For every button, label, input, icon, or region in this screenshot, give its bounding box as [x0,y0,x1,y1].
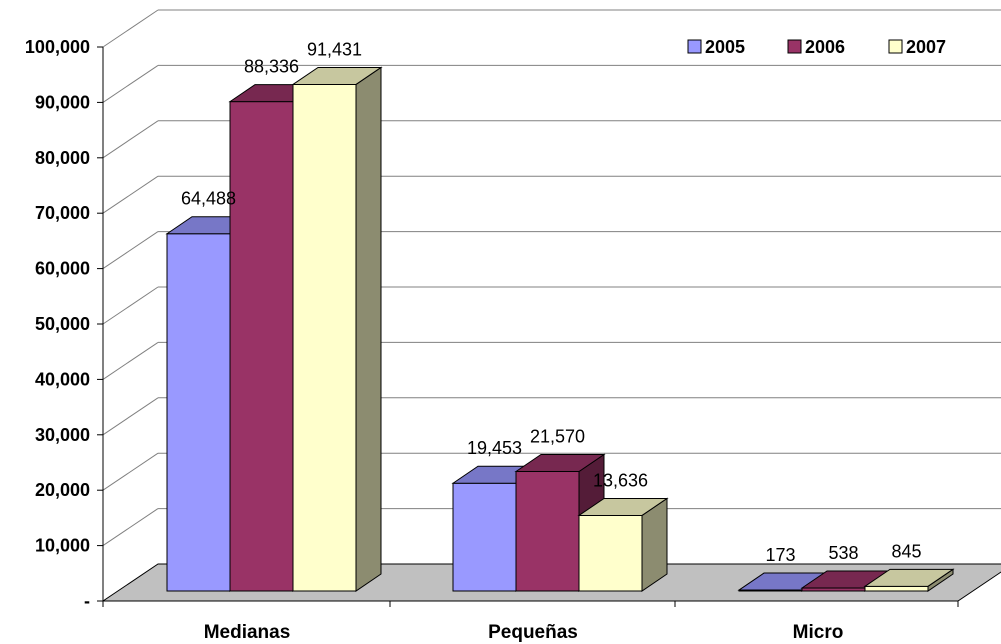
data-label: 64,488 [181,189,236,209]
legend: 2005 2006 2007 [687,37,946,57]
bar-front [166,233,231,592]
y-tick-label: 100,000 [25,37,90,57]
bar-front [452,482,517,592]
legend-swatch [787,39,802,54]
data-labels-layer: 64,488 88,336 91,431 19,453 21,570 13,636 173 5… [181,39,922,565]
data-label: 173 [765,545,795,565]
bar-top [863,568,955,587]
gridline-wall [102,231,159,270]
gridline-wall [102,9,159,48]
gridline-wall [102,175,159,214]
legend-swatch [888,39,903,54]
gridline-wall [102,397,159,436]
bar-front [578,514,643,592]
axes-layer: - 10,000 20,000 30,000 40,000 50,000 60,000 70,… [25,37,959,643]
gridline-wall [102,452,159,491]
bar-front [292,83,357,592]
data-label: 88,336 [244,57,299,77]
legend-label: 2006 [805,37,845,57]
data-label: 21,570 [530,427,585,447]
data-label: 845 [891,541,921,561]
y-tick-label: 60,000 [35,259,90,279]
y-tick-label: 40,000 [35,369,90,389]
category-label: Pequeñas [488,622,578,643]
bar-front [864,585,929,592]
y-tick-label: 30,000 [35,425,90,445]
legend-label: 2005 [705,37,745,57]
gridline-wall [102,286,159,325]
bar-front [515,471,580,592]
bar-top [577,497,669,516]
data-label: 19,453 [467,438,522,458]
gridline-wall [102,64,159,103]
data-label: 538 [828,543,858,563]
category-label: Micro [793,622,844,643]
category-label: Medianas [204,622,291,643]
data-label: 91,431 [307,39,362,59]
y-tick-label: 20,000 [35,480,90,500]
legend-swatch [687,39,702,54]
y-tick-label: 80,000 [35,148,90,168]
y-tick-label: 50,000 [35,314,90,334]
bar-top [291,66,383,85]
y-tick-label: 10,000 [35,536,90,556]
gridline-wall [102,341,159,380]
bar-top [514,454,606,473]
data-label: 13,636 [593,470,648,490]
legend-label: 2007 [906,37,946,57]
y-tick-label: - [84,591,90,611]
y-tick-label: 90,000 [35,92,90,112]
gridline-wall [102,508,159,547]
bars-layer [165,66,955,592]
gridline-wall [102,120,159,159]
bar-side [355,66,382,592]
y-tick-label: 70,000 [35,203,90,223]
bar-front [229,101,294,592]
